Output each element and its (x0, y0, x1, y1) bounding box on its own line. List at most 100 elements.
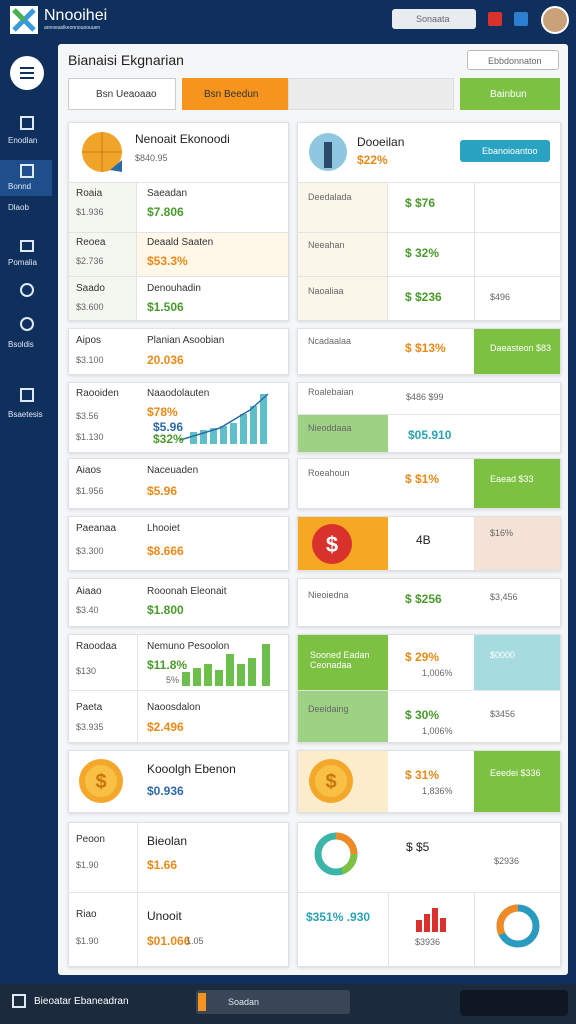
value: $2.736 (76, 256, 104, 266)
card (68, 822, 289, 967)
sidebar-icon (20, 317, 34, 331)
tab[interactable] (460, 78, 560, 110)
value: $0000 (490, 650, 516, 660)
value: $351% .930 (306, 910, 371, 924)
avatar-icon (309, 133, 347, 171)
value: $53.3% (147, 254, 188, 268)
value: 1,006% (422, 726, 453, 736)
value: $3.300 (76, 546, 104, 556)
value: $130 (76, 666, 97, 676)
nav-item[interactable]: Bsoldis (8, 340, 34, 349)
value: Deeidaing (308, 704, 349, 714)
footer-tools[interactable] (460, 990, 568, 1016)
label: Saado (76, 283, 105, 294)
tab[interactable] (68, 78, 176, 110)
search-text[interactable]: Sonaata (416, 14, 450, 24)
divider (474, 892, 475, 966)
divider (69, 276, 288, 277)
tab[interactable] (288, 78, 454, 110)
value: $16% (490, 528, 514, 538)
value: $ 30% (405, 708, 440, 722)
value: Daeasteon $83 (490, 343, 552, 353)
label: Riao (76, 909, 97, 920)
value: 20.036 (147, 353, 184, 367)
divider (298, 690, 560, 691)
footer-title: Bieoatar Ebaneadran (34, 996, 129, 1007)
nav-item[interactable]: Pomalia (8, 258, 37, 267)
cell (137, 232, 288, 276)
divider (298, 182, 560, 183)
label: Paeta (76, 702, 103, 713)
nav-item[interactable]: Bonnd (8, 182, 32, 191)
label: Peoon (76, 834, 105, 845)
notification-icon[interactable] (488, 12, 502, 26)
value: $05.910 (408, 428, 452, 442)
value: $32% (153, 432, 184, 446)
cell (474, 329, 560, 374)
value: 1.05 (186, 936, 204, 946)
value: $1.506 (147, 300, 184, 314)
value: $3.935 (76, 722, 104, 732)
bar-icon (416, 908, 446, 932)
value: $11.8% (147, 658, 188, 672)
search-box[interactable] (392, 9, 476, 29)
tab-text[interactable]: Bsn Ueaoaao (96, 89, 157, 100)
tab-text[interactable]: Bsn Beedun (204, 89, 259, 100)
sidebar-icon (20, 388, 34, 402)
coin-icon: $ (309, 759, 353, 803)
value: 5% (166, 675, 180, 685)
value: $0.936 (147, 784, 184, 798)
label: Lhooiet (147, 523, 180, 534)
sidebar-icon (20, 164, 34, 178)
value: $ $1% (405, 472, 440, 486)
divider (298, 414, 560, 415)
value: Ebanoioantoo (482, 146, 538, 156)
value: $3.600 (76, 302, 104, 312)
tagline: annoeaslkeonnouoouuen (44, 25, 101, 31)
value: $3936 (415, 937, 441, 947)
action-button[interactable] (460, 140, 550, 162)
value: Nieoiedna (308, 590, 349, 600)
panel-title: Bianaisi Ekgnarian (68, 52, 184, 68)
value: Eeedei $336 (490, 768, 541, 778)
label: Denouhadin (147, 283, 201, 294)
message-icon[interactable] (514, 12, 528, 26)
label: Rooonah Eleonait (147, 586, 227, 597)
value: $ $76 (405, 196, 436, 210)
sidebar-icon (20, 283, 34, 297)
label: Raoodaa (76, 641, 117, 652)
avatar[interactable] (541, 6, 569, 34)
divider (69, 892, 288, 893)
action-button[interactable] (467, 50, 559, 70)
globe-icon (82, 132, 122, 172)
divider (69, 690, 288, 691)
value: $ 29% (405, 650, 440, 664)
label: Saeadan (147, 188, 188, 199)
footer-search[interactable] (196, 990, 350, 1014)
cell (474, 517, 560, 570)
value: $1.90 (76, 936, 99, 946)
sparkline-bars (182, 644, 270, 686)
nav-item[interactable]: Dlaob (8, 203, 29, 212)
nav-item[interactable]: Enodlan (8, 136, 38, 145)
cell (474, 459, 560, 508)
label: Nemuno Pesoolon (147, 641, 230, 652)
sparkline-bars (180, 393, 269, 444)
divider (474, 182, 475, 320)
label: Nenoait Ekonoodi (135, 132, 230, 146)
value: 1,006% (422, 668, 453, 678)
coin-icon: $ (312, 524, 352, 564)
svg-text:$: $ (325, 771, 336, 793)
nav-item[interactable]: Bsaetesis (8, 410, 43, 419)
donut-icon (496, 904, 540, 948)
button-text[interactable]: Ebbdonnaton (488, 56, 542, 66)
menu-icon (20, 67, 34, 79)
cell (474, 635, 560, 690)
label: Dooeilan (357, 135, 405, 149)
tab-text[interactable]: Bainbun (490, 89, 527, 100)
label: Kooolgh Ebenon (147, 762, 236, 776)
footer-icon (12, 994, 26, 1008)
tab[interactable] (182, 78, 288, 110)
footer-search-text[interactable]: Soadan (228, 997, 260, 1007)
value: Neeahan (308, 240, 345, 250)
